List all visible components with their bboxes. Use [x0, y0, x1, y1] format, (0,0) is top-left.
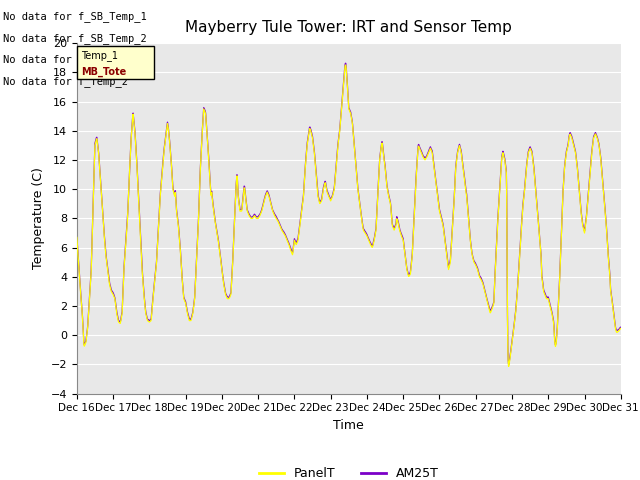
- Text: No data for f_Temp_2: No data for f_Temp_2: [3, 76, 128, 87]
- Text: MB_Tote: MB_Tote: [81, 66, 126, 77]
- Text: No data for f_SB_Temp_1: No data for f_SB_Temp_1: [3, 11, 147, 22]
- Text: Temp_1: Temp_1: [81, 49, 118, 60]
- Y-axis label: Temperature (C): Temperature (C): [32, 168, 45, 269]
- Text: No data for f_SB_Temp_2: No data for f_SB_Temp_2: [3, 33, 147, 44]
- X-axis label: Time: Time: [333, 419, 364, 432]
- Text: No data for f_Temp_1: No data for f_Temp_1: [3, 54, 128, 65]
- Legend: PanelT, AM25T: PanelT, AM25T: [254, 462, 444, 480]
- Title: Mayberry Tule Tower: IRT and Sensor Temp: Mayberry Tule Tower: IRT and Sensor Temp: [186, 20, 512, 35]
